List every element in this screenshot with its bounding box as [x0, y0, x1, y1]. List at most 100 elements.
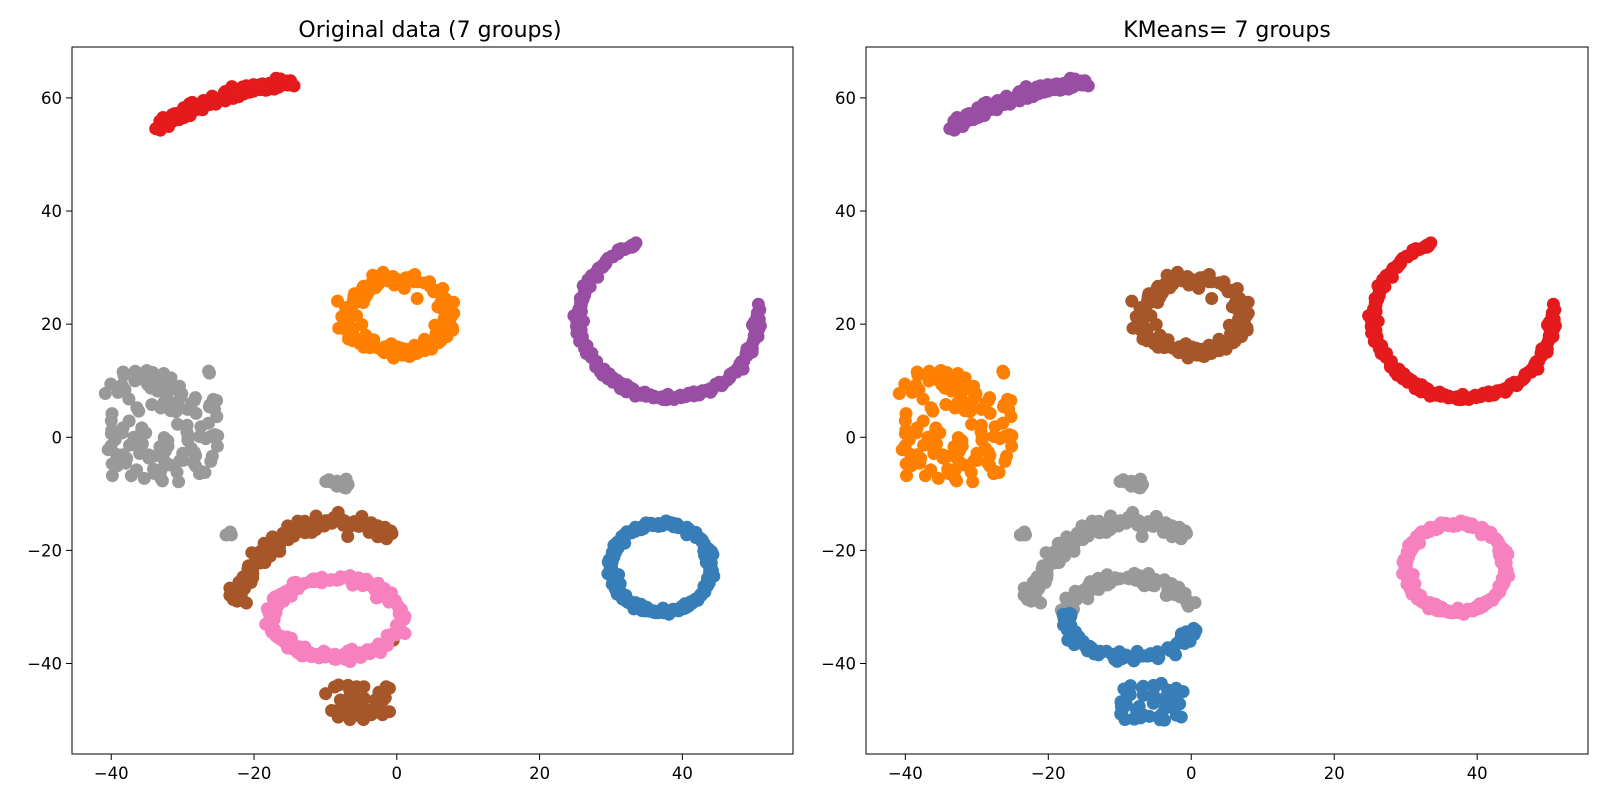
scatter-point [338, 702, 352, 716]
scatter-point [705, 564, 719, 578]
x-tick-label: 20 [1324, 764, 1345, 783]
scatter-point [1140, 334, 1154, 348]
chart-title: Original data (7 groups) [298, 18, 561, 43]
y-tick-label: −20 [27, 541, 62, 560]
scatter-point [173, 454, 187, 468]
scatter-point [909, 426, 923, 440]
scatter-point [1158, 702, 1172, 715]
x-axis: −40 −20 0 20 40 [888, 754, 1488, 783]
scatter-point [104, 377, 118, 391]
scatter-point [332, 321, 346, 335]
scatter-point [153, 440, 167, 454]
scatter-point [210, 439, 224, 453]
x-tick-label: −40 [888, 764, 923, 783]
scatter-point [1136, 688, 1150, 702]
scatter-point [950, 474, 963, 488]
scatter-point [898, 377, 912, 391]
scatter-point [958, 371, 972, 385]
scatter-point [978, 441, 992, 455]
scatter-point [751, 297, 765, 311]
scatter-point [1124, 679, 1137, 693]
scatter-point [965, 417, 979, 431]
scatter-point [410, 292, 424, 305]
scatter-point [952, 383, 966, 397]
scatter-point [1131, 711, 1145, 724]
scatter-point [967, 454, 981, 468]
scatter-point [1222, 318, 1236, 332]
scatter-point [1181, 632, 1195, 645]
x-tick-label: 40 [1467, 764, 1488, 783]
scatter-point [115, 426, 129, 440]
scatter-point [1004, 410, 1018, 424]
scatter-point [153, 123, 167, 137]
scatter-point [155, 474, 169, 488]
scatter-point [892, 387, 906, 400]
scatter-point [339, 472, 353, 486]
y-tick-label: 40 [835, 202, 856, 221]
scatter-point [332, 678, 346, 692]
scatter-point [171, 417, 184, 431]
scatter-point [244, 576, 258, 589]
scatter-point [1076, 533, 1090, 547]
scatter-point [202, 364, 216, 378]
y-tick-label: 40 [41, 202, 62, 221]
scatter-point [1081, 592, 1095, 606]
scatter-point [368, 281, 382, 295]
scatter-point [154, 401, 168, 415]
scatter-point [1118, 696, 1132, 710]
scatter-point [141, 378, 155, 392]
scatter-point [1135, 530, 1149, 543]
scatter-point [130, 463, 144, 477]
scatter-point [1126, 321, 1140, 335]
scatter-point [990, 465, 1004, 479]
scatter-point [172, 475, 186, 489]
scatter-point [1146, 688, 1160, 702]
scatter-point [204, 454, 218, 468]
scatter-point [935, 378, 949, 392]
scatter-point [357, 691, 371, 705]
y-tick-label: 0 [52, 428, 63, 447]
y-tick-label: −40 [821, 655, 856, 674]
scatter-point [358, 701, 372, 715]
scatter-point [139, 426, 153, 440]
scatter-point [1163, 281, 1177, 295]
scatter-point [330, 573, 344, 587]
scatter-point [1005, 439, 1019, 453]
scatter-point [195, 465, 209, 479]
scatter-point [922, 364, 936, 378]
scatter-point [1034, 596, 1048, 610]
y-tick-label: 20 [835, 315, 856, 334]
scatter-point [320, 474, 334, 488]
scatter-point [932, 365, 946, 379]
scatter-point [390, 618, 403, 632]
scatter-point [105, 469, 119, 483]
x-tick-label: −40 [94, 764, 129, 783]
scatter-point [373, 702, 386, 716]
scatter-point [347, 686, 361, 700]
scatter-point [442, 310, 456, 324]
scatter-point [965, 383, 979, 397]
scatter-point [1174, 710, 1188, 724]
scatter-point [381, 638, 394, 652]
x-tick-label: −20 [1031, 764, 1066, 783]
scatter-points [98, 71, 767, 727]
scatter-point [105, 423, 119, 437]
scatter-point [128, 374, 142, 388]
scatter-point [164, 404, 178, 418]
scatter-point [1546, 297, 1560, 311]
scatter-point [914, 451, 928, 465]
scatter-point [187, 393, 201, 407]
scatter-point [128, 364, 142, 378]
plot-frame [71, 46, 794, 755]
x-tick-label: 0 [1186, 764, 1197, 783]
scatter-point [1217, 279, 1231, 293]
scatter-point [101, 443, 115, 457]
scatter-point [330, 479, 344, 493]
scatter-point [899, 407, 913, 421]
scatter-point [341, 530, 355, 543]
y-tick-label: 60 [835, 89, 856, 108]
scatter-point [1233, 293, 1247, 307]
scatter-point [158, 383, 172, 397]
scatter-point [996, 364, 1010, 378]
